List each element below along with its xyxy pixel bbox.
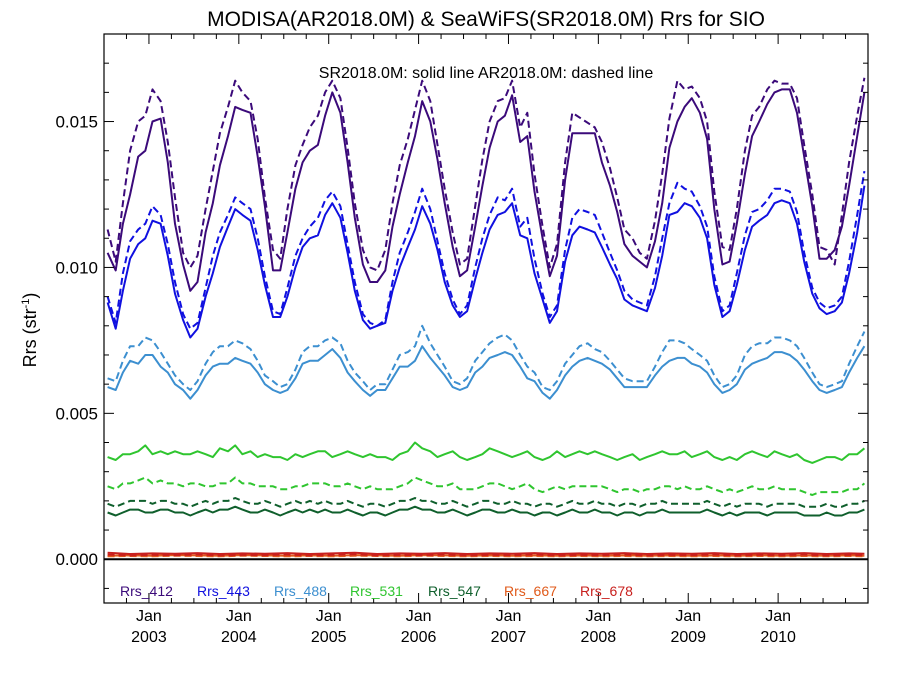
x-tick-month: Jan xyxy=(675,608,701,625)
legend-item-rrs-443: Rrs_443 xyxy=(197,583,250,599)
chart-title: MODISA(AR2018.0M) & SeaWiFS(SR2018.0M) R… xyxy=(207,8,765,31)
y-tick-label: 0.000 xyxy=(55,550,98,569)
legend-item-rrs-488: Rrs_488 xyxy=(274,583,327,599)
legend-item-rrs-547: Rrs_547 xyxy=(428,583,481,599)
series-line-rrs-678-solid xyxy=(107,551,865,555)
legend-item-rrs-531: Rrs_531 xyxy=(350,583,403,599)
series-line-rrs-488-dashed xyxy=(107,324,866,391)
line-style-annotation: SR2018.0M: solid line AR2018.0M: dashed … xyxy=(319,65,654,82)
x-tick-year: 2005 xyxy=(311,629,347,646)
series-line-rrs-678-dashed xyxy=(107,553,865,557)
x-tick-year: 2003 xyxy=(131,629,167,646)
x-tick-month: Jan xyxy=(496,608,522,625)
series-line-rrs-531-dashed xyxy=(107,476,866,496)
x-tick-year: 2006 xyxy=(401,629,437,646)
y-axis-label-exponent: -1 xyxy=(20,299,32,309)
x-tick-month: Jan xyxy=(585,608,611,625)
y-axis-label-text: Rrs (str xyxy=(20,308,40,367)
y-tick-label: 0.015 xyxy=(55,113,98,132)
y-tick-labels: 0.000 0.005 0.010 0.015 xyxy=(55,113,98,570)
legend: Rrs_412 Rrs_443 Rrs_488 Rrs_531 Rrs_547 Rrs_6… xyxy=(120,583,633,599)
series-line-rrs-547-solid xyxy=(107,505,865,517)
series-line-rrs-443-solid xyxy=(106,185,866,339)
x-tick-month: Jan xyxy=(765,608,791,625)
x-tick-year: 2010 xyxy=(760,629,796,646)
legend-item-rrs-412: Rrs_412 xyxy=(120,583,173,599)
series-line-rrs-488-solid xyxy=(107,345,866,400)
x-tick-month: Jan xyxy=(316,608,342,625)
series-line-rrs-412-solid xyxy=(106,88,866,292)
x-tick-month: Jan xyxy=(226,608,252,625)
x-tick-year: 2009 xyxy=(670,629,706,646)
x-tick-year: 2004 xyxy=(221,629,257,646)
series-line-rrs-531-solid xyxy=(107,441,866,464)
x-tick-year: 2007 xyxy=(491,629,527,646)
axes-group xyxy=(103,33,869,604)
x-tick-year: 2008 xyxy=(581,629,617,646)
y-tick-label: 0.005 xyxy=(55,404,98,423)
legend-item-rrs-678: Rrs_678 xyxy=(580,583,633,599)
series-line-rrs-412-dashed xyxy=(106,77,866,272)
series-line-rrs-547-dashed xyxy=(107,497,865,508)
y-axis-label-close: ) xyxy=(20,293,40,299)
series-lines xyxy=(106,77,866,558)
series-line-rrs-443-dashed xyxy=(106,170,866,330)
legend-item-rrs-667: Rrs_667 xyxy=(504,583,557,599)
y-axis-label: Rrs (str-1) xyxy=(20,293,40,368)
x-tick-labels: Jan 2003 Jan 2004 Jan 2005 Jan 2006 Jan 2007 Jan 20… xyxy=(131,608,796,646)
x-tick-month: Jan xyxy=(136,608,162,625)
y-tick-label: 0.010 xyxy=(55,258,98,277)
x-tick-month: Jan xyxy=(406,608,432,625)
plot-frame xyxy=(103,33,869,604)
